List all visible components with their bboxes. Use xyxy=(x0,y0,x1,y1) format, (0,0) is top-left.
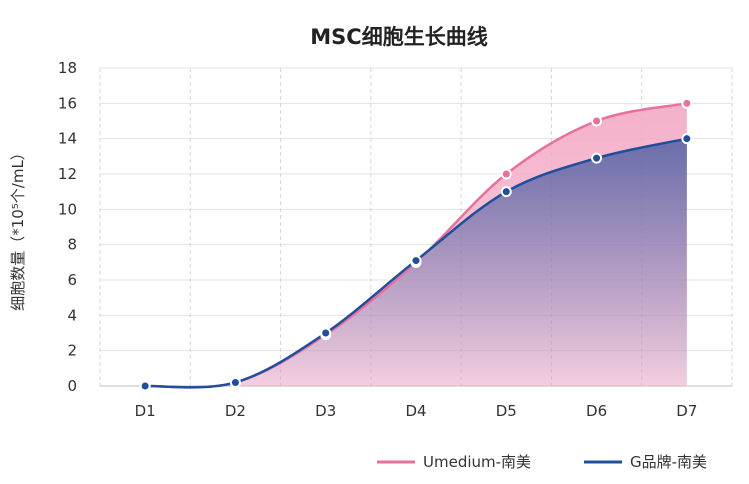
y-tick-label: 0 xyxy=(67,377,77,395)
data-point xyxy=(139,380,151,392)
y-tick-label: 2 xyxy=(67,342,77,360)
x-axis-ticks: D1 D2 D3 D4 D5 D6 D7 xyxy=(135,402,698,420)
data-point xyxy=(591,115,603,127)
data-points xyxy=(139,97,693,392)
y-tick-label: 14 xyxy=(58,130,77,148)
y-tick-label: 6 xyxy=(67,271,77,289)
x-tick-label: D3 xyxy=(315,402,336,420)
legend-label: G品牌-南美 xyxy=(630,453,707,471)
data-point xyxy=(500,168,512,180)
chart-title: MSC细胞生长曲线 xyxy=(310,25,487,49)
x-tick-label: D4 xyxy=(405,402,426,420)
x-tick-label: D6 xyxy=(586,402,607,420)
x-tick-label: D5 xyxy=(496,402,517,420)
y-tick-label: 16 xyxy=(58,94,77,112)
y-tick-label: 18 xyxy=(58,59,77,77)
y-axis-label: 细胞数量（*10⁵个/mL） xyxy=(9,145,27,311)
data-point xyxy=(500,186,512,198)
data-point xyxy=(591,152,603,164)
data-point xyxy=(410,255,422,267)
x-tick-label: D7 xyxy=(676,402,697,420)
y-tick-label: 12 xyxy=(58,165,77,183)
y-tick-label: 4 xyxy=(67,306,77,324)
data-point xyxy=(681,97,693,109)
data-point xyxy=(681,133,693,145)
x-tick-label: D1 xyxy=(135,402,156,420)
legend: Umedium-南美 G品牌-南美 xyxy=(377,453,707,471)
data-point xyxy=(320,327,332,339)
y-tick-label: 10 xyxy=(58,200,77,218)
series-areas xyxy=(145,103,687,388)
x-tick-label: D2 xyxy=(225,402,246,420)
y-axis-ticks: 0 2 4 6 8 10 12 14 16 18 xyxy=(58,59,77,395)
data-point xyxy=(229,376,241,388)
y-tick-label: 8 xyxy=(67,236,77,254)
legend-label: Umedium-南美 xyxy=(423,453,531,471)
